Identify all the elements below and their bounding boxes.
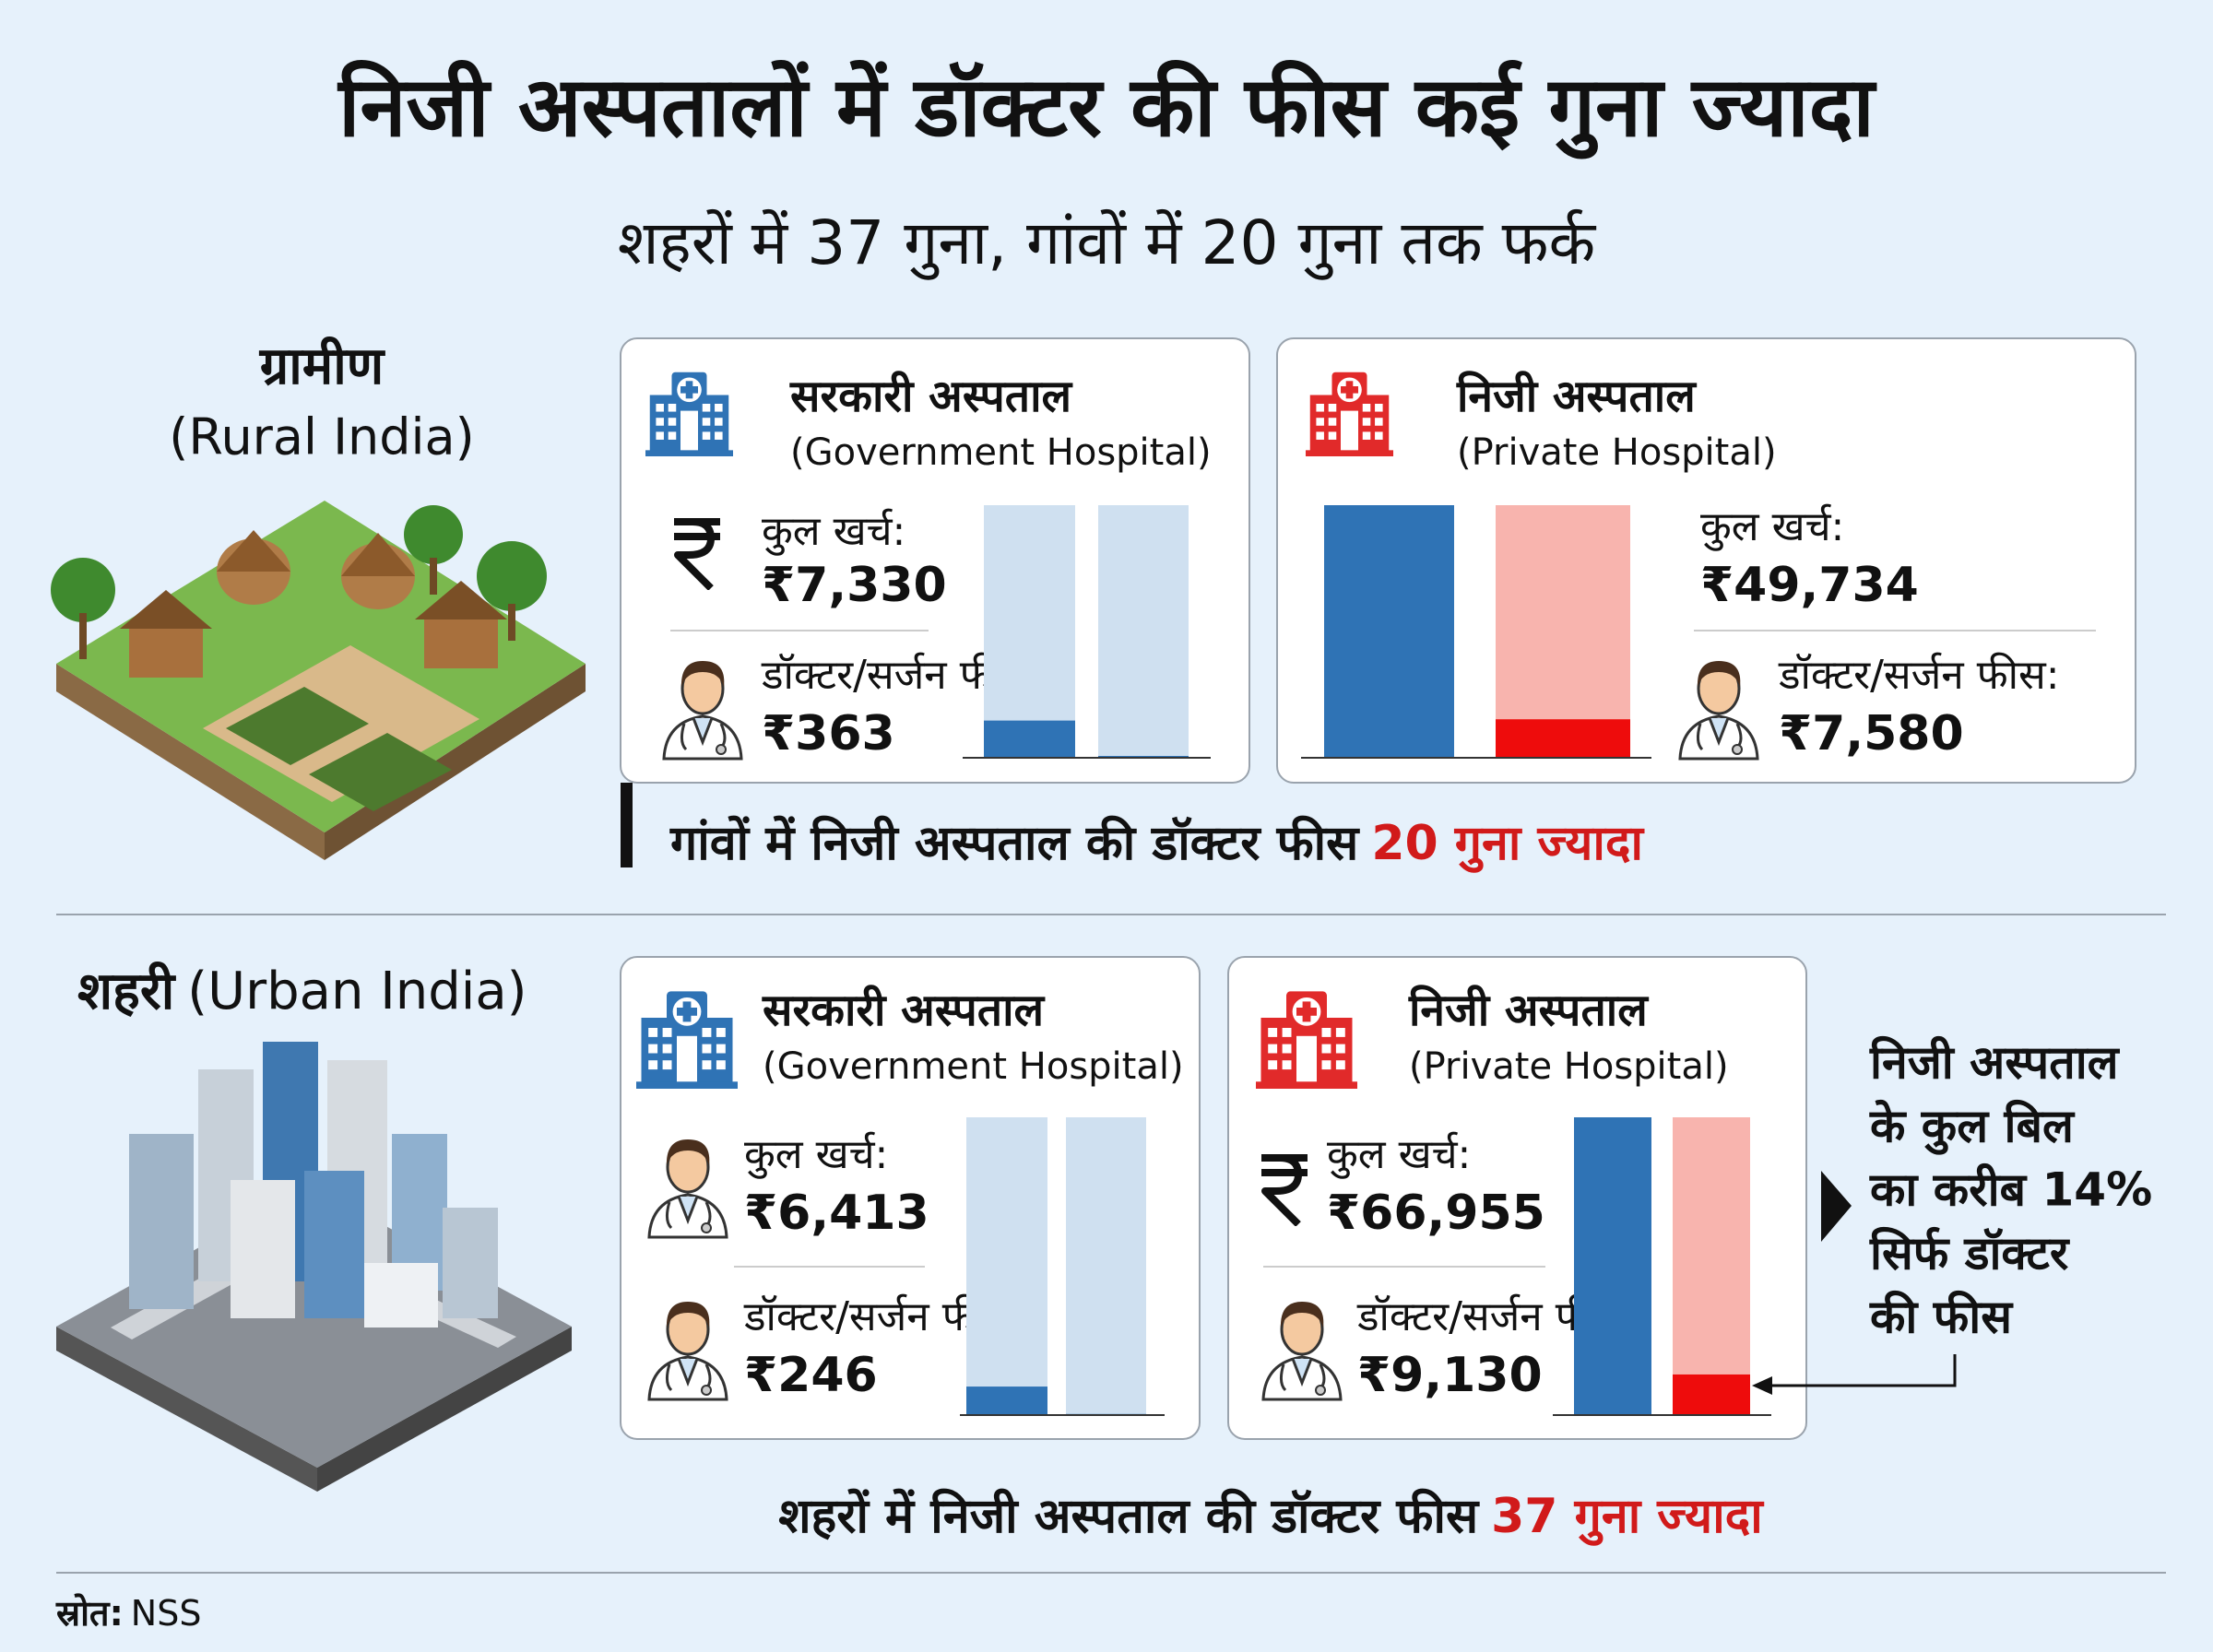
bar bbox=[1574, 1117, 1651, 1415]
panel-urban-private: निजी अस्पताल (Private Hospital) कुल खर्च… bbox=[1227, 956, 1807, 1440]
hospital-name-en: (Government Hospital) bbox=[763, 1045, 1184, 1088]
village-illustration bbox=[51, 501, 586, 860]
bars bbox=[960, 505, 1771, 1416]
bar-track bbox=[1673, 1117, 1750, 1415]
bar bbox=[1673, 1374, 1750, 1415]
bar bbox=[1496, 719, 1630, 758]
hospital-name-en: (Private Hospital) bbox=[1457, 431, 1777, 474]
source-text: NSS bbox=[131, 1593, 202, 1634]
total-label: कुल खर्च: bbox=[1700, 503, 1844, 551]
connector bbox=[1767, 1354, 1957, 1387]
note-text: गांवों में निजी अस्पताल की डॉक्टर फीस bbox=[669, 815, 1360, 871]
fee-value: ₹363 bbox=[762, 706, 895, 761]
side-note: निजी अस्पताल के कुल बिल का करीब 14% सिर्फ ड… bbox=[1869, 1036, 2152, 1344]
note-highlight: 20 गुना ज्यादा bbox=[1371, 816, 1645, 873]
hospital-name: निजी अस्पताल bbox=[1408, 985, 1649, 1036]
section-label: ग्रामीण bbox=[259, 336, 386, 396]
panel-rural-government: सरकारी अस्पताल (Government Hospital) कुल… bbox=[620, 337, 1250, 784]
bar-track bbox=[1066, 1117, 1146, 1415]
bar-track bbox=[966, 1117, 1047, 1415]
hospital-name: निजी अस्पताल bbox=[1456, 371, 1697, 422]
fee-value: ₹7,580 bbox=[1779, 706, 1964, 761]
panel bbox=[1227, 956, 1807, 1440]
title: निजी अस्पतालों में डॉक्टर की फीस कई गुना… bbox=[337, 59, 1876, 159]
side-note-line: सिर्फ डॉक्टर bbox=[1869, 1227, 2070, 1280]
section-label: शहरी (Urban India) bbox=[77, 961, 527, 1021]
hospital-name: सरकारी अस्पताल bbox=[762, 985, 1046, 1036]
pointer bbox=[1821, 1171, 1852, 1242]
hospital-name: सरकारी अस्पताल bbox=[789, 371, 1073, 422]
bar-track bbox=[984, 505, 1075, 758]
bar bbox=[966, 1386, 1047, 1415]
total-value: ₹7,330 bbox=[762, 558, 947, 613]
side-note-line: निजी अस्पताल bbox=[1869, 1036, 2121, 1090]
hospital-name-en: (Government Hospital) bbox=[790, 431, 1212, 474]
fee-value: ₹246 bbox=[744, 1348, 878, 1403]
note-marker bbox=[621, 783, 633, 867]
section-label-hi: शहरी bbox=[77, 961, 177, 1021]
section-label-en: (Rural India) bbox=[169, 408, 474, 466]
panel bbox=[620, 337, 1250, 784]
note-highlight: 37 गुना ज्यादा bbox=[1491, 1489, 1765, 1546]
section-note: गांवों में निजी अस्पताल की डॉक्टर फीस 20 … bbox=[669, 815, 1645, 873]
section-label-en: (Urban India) bbox=[187, 962, 527, 1021]
bar-track bbox=[1496, 505, 1630, 758]
subtitle: शहरों में 37 गुना, गांवों में 20 गुना तक… bbox=[618, 207, 1597, 280]
fee-label: डॉक्टर/सर्जन फीस: bbox=[1778, 652, 2060, 699]
bar-track bbox=[1098, 505, 1189, 758]
note-text: शहरों में निजी अस्पताल की डॉक्टर फीस bbox=[778, 1488, 1480, 1544]
side-note-line: की फीस bbox=[1869, 1291, 2014, 1344]
total-label: कुल खर्च: bbox=[744, 1131, 888, 1179]
side-note-line: का करीब 14% bbox=[1869, 1163, 2152, 1217]
panel-rural-private: निजी अस्पताल (Private Hospital) कुल खर्च… bbox=[1276, 337, 2136, 784]
section-note: शहरों में निजी अस्पताल की डॉक्टर फीस 37 ग… bbox=[778, 1488, 1765, 1546]
total-value: ₹6,413 bbox=[744, 1186, 929, 1241]
arrowhead bbox=[1752, 1376, 1772, 1395]
side-note-line: के कुल बिल bbox=[1869, 1100, 2076, 1156]
bar bbox=[984, 720, 1075, 758]
city-illustration bbox=[56, 1042, 572, 1492]
total-label: कुल खर्च: bbox=[1327, 1131, 1471, 1179]
total-label: कुल खर्च: bbox=[762, 508, 905, 556]
total-value: ₹66,955 bbox=[1327, 1186, 1545, 1241]
fee-value: ₹9,130 bbox=[1357, 1348, 1543, 1403]
panel bbox=[1276, 337, 2136, 784]
panel-urban-government: सरकारी अस्पताल (Government Hospital) कुल… bbox=[620, 956, 1201, 1440]
hospital-name-en: (Private Hospital) bbox=[1409, 1045, 1729, 1088]
panel bbox=[620, 956, 1201, 1440]
bar bbox=[1324, 505, 1454, 758]
source-label: स्रोत: bbox=[55, 1593, 124, 1634]
source: स्रोत: NSS bbox=[55, 1593, 201, 1634]
total-value: ₹49,734 bbox=[1700, 558, 1919, 613]
